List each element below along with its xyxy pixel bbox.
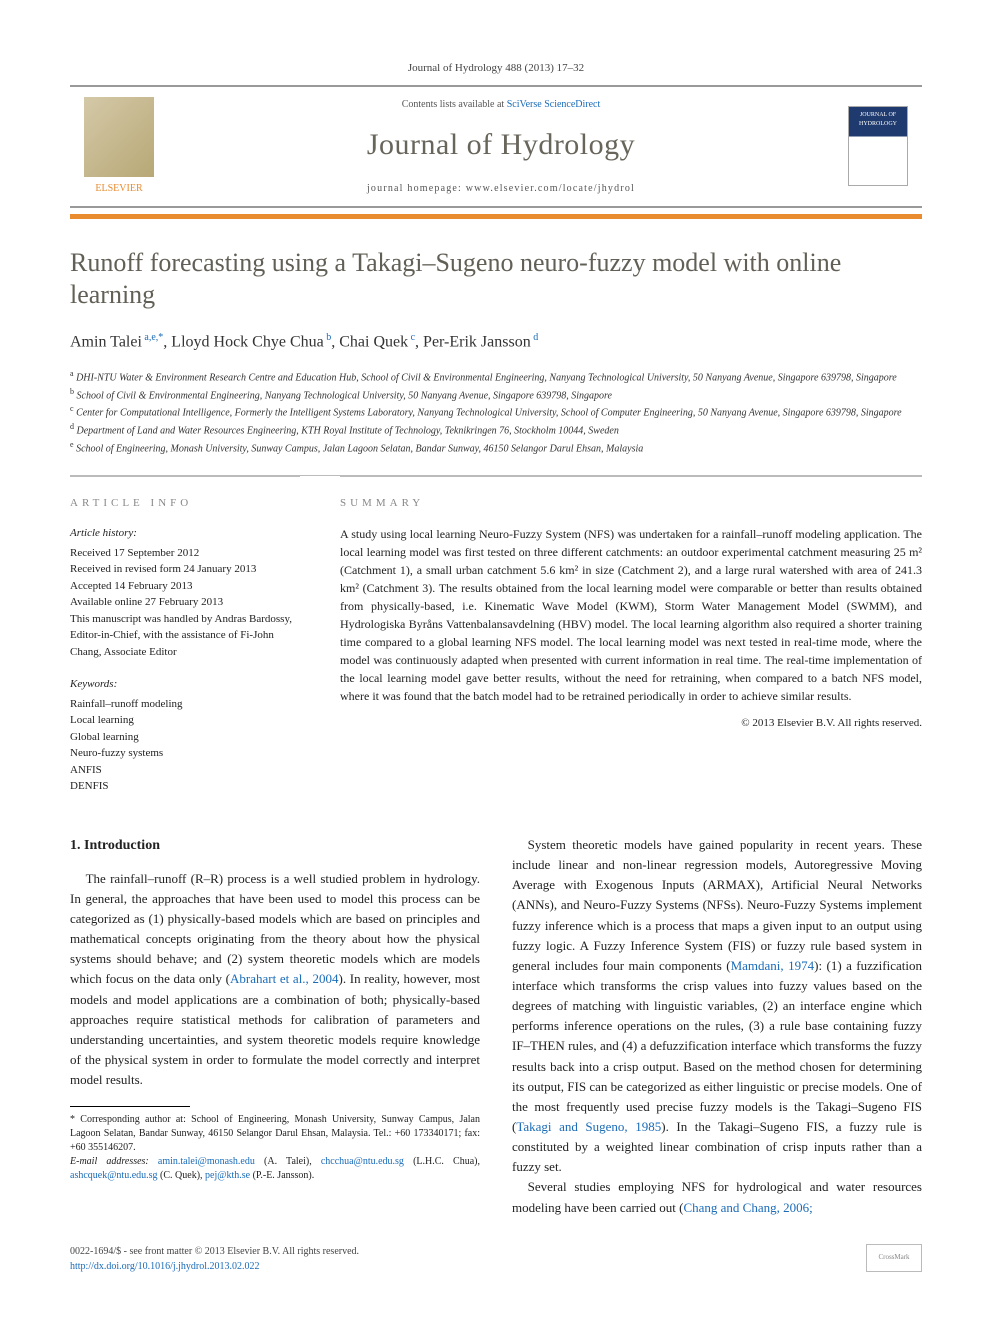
history-item: This manuscript was handled by Andras Ba… (70, 611, 300, 661)
footer-left: 0022-1694/$ - see front matter © 2013 El… (70, 1244, 359, 1274)
author-aff-sup: b (324, 332, 332, 343)
keyword-item: ANFIS (70, 762, 300, 779)
contents-prefix: Contents lists available at (402, 99, 507, 110)
author-aff-sup: c (408, 332, 415, 343)
summary-text: A study using local learning Neuro-Fuzzy… (340, 525, 922, 705)
keyword-item: Global learning (70, 729, 300, 746)
citation-link[interactable]: Abrahart et al., 2004 (230, 971, 339, 986)
history-heading: Article history: (70, 525, 300, 542)
affiliation-item: a DHI-NTU Water & Environment Research C… (70, 368, 922, 386)
citation-link[interactable]: Mamdani, 1974 (731, 958, 815, 973)
history-item: Accepted 14 February 2013 (70, 578, 300, 595)
affiliation-item: c Center for Computational Intelligence,… (70, 403, 922, 421)
elsevier-tree-icon (84, 97, 154, 177)
front-matter-line: 0022-1694/$ - see front matter © 2013 El… (70, 1244, 359, 1259)
affiliation-item: b School of Civil & Environmental Engine… (70, 386, 922, 404)
keyword-item: Rainfall–runoff modeling (70, 696, 300, 713)
footer-bar: 0022-1694/$ - see front matter © 2013 El… (70, 1240, 922, 1274)
citation-link[interactable]: Takagi and Sugeno, 1985 (516, 1119, 661, 1134)
body-two-column: 1. Introduction The rainfall–runoff (R–R… (70, 835, 922, 1218)
email-footnote: E-mail addresses: amin.talei@monash.edu … (70, 1155, 480, 1183)
author-aff-sup: a,e, (142, 332, 158, 343)
publisher-mark: ELSEVIER (84, 181, 154, 196)
elsevier-logo: ELSEVIER (84, 97, 154, 196)
top-citation: Journal of Hydrology 488 (2013) 17–32 (70, 60, 922, 77)
affiliation-item: d Department of Land and Water Resources… (70, 421, 922, 439)
article-info-panel: ARTICLE INFO Article history: Received 1… (70, 476, 300, 795)
footnote-rule (70, 1106, 190, 1107)
keyword-item: Local learning (70, 712, 300, 729)
body-text: The rainfall–runoff (R–R) process is a w… (70, 871, 480, 987)
keywords-list: Rainfall–runoff modeling Local learning … (70, 696, 300, 795)
body-paragraph: Several studies employing NFS for hydrol… (512, 1177, 922, 1217)
affiliation-item: e School of Engineering, Monash Universi… (70, 439, 922, 457)
author-aff-sup: d (531, 332, 539, 343)
corresponding-footnote: * Corresponding author at: School of Eng… (70, 1113, 480, 1155)
keyword-item: DENFIS (70, 778, 300, 795)
corresponding-mark: * (158, 332, 163, 343)
emails-label: E-mail addresses: (70, 1156, 158, 1167)
body-text: ): (1) a fuzzification interface which t… (512, 958, 922, 1134)
doi-link[interactable]: http://dx.doi.org/10.1016/j.jhydrol.2013… (70, 1261, 260, 1272)
history-lines: Received 17 September 2012 Received in r… (70, 545, 300, 661)
citation-link[interactable]: Chang and Chang, 2006; (683, 1200, 812, 1215)
body-paragraph: The rainfall–runoff (R–R) process is a w… (70, 869, 480, 1091)
section-heading-intro: 1. Introduction (70, 835, 480, 857)
summary-copyright: © 2013 Elsevier B.V. All rights reserved… (340, 715, 922, 732)
homepage-url[interactable]: www.elsevier.com/locate/jhydrol (466, 183, 635, 194)
keyword-item: Neuro-fuzzy systems (70, 745, 300, 762)
summary-label: SUMMARY (340, 495, 922, 512)
orange-divider (70, 214, 922, 219)
email-link[interactable]: chcchua@ntu.edu.sg (321, 1156, 404, 1167)
footnotes: * Corresponding author at: School of Eng… (70, 1113, 480, 1183)
summary-panel: SUMMARY A study using local learning Neu… (340, 476, 922, 795)
keywords-heading: Keywords: (70, 676, 300, 693)
journal-cover-thumb: JOURNAL OF HYDROLOGY (848, 106, 908, 186)
article-info-summary-block: ARTICLE INFO Article history: Received 1… (70, 475, 922, 795)
journal-homepage: journal homepage: www.elsevier.com/locat… (172, 181, 830, 196)
body-text: ). In reality, however, most models and … (70, 971, 480, 1087)
journal-name: Journal of Hydrology (172, 122, 830, 167)
crossmark-badge[interactable]: CrossMark (866, 1244, 922, 1272)
body-text: System theoretic models have gained popu… (512, 837, 922, 973)
history-item: Received in revised form 24 January 2013 (70, 561, 300, 578)
history-item: Received 17 September 2012 (70, 545, 300, 562)
homepage-prefix: journal homepage: (367, 183, 466, 194)
journal-header: ELSEVIER Contents lists available at Sci… (70, 85, 922, 208)
authors-line: Amin Talei a,e,*, Lloyd Hock Chye Chua b… (70, 330, 922, 354)
email-link[interactable]: ashcquek@ntu.edu.sg (70, 1170, 158, 1181)
article-info-label: ARTICLE INFO (70, 495, 300, 512)
article-title: Runoff forecasting using a Takagi–Sugeno… (70, 247, 922, 312)
affiliations: a DHI-NTU Water & Environment Research C… (70, 368, 922, 457)
body-paragraph: System theoretic models have gained popu… (512, 835, 922, 1177)
contents-available-line: Contents lists available at SciVerse Sci… (172, 97, 830, 112)
email-link[interactable]: pej@kth.se (205, 1170, 250, 1181)
email-link[interactable]: amin.talei@monash.edu (158, 1156, 255, 1167)
history-item: Available online 27 February 2013 (70, 594, 300, 611)
sciencedirect-link[interactable]: SciVerse ScienceDirect (507, 99, 601, 110)
